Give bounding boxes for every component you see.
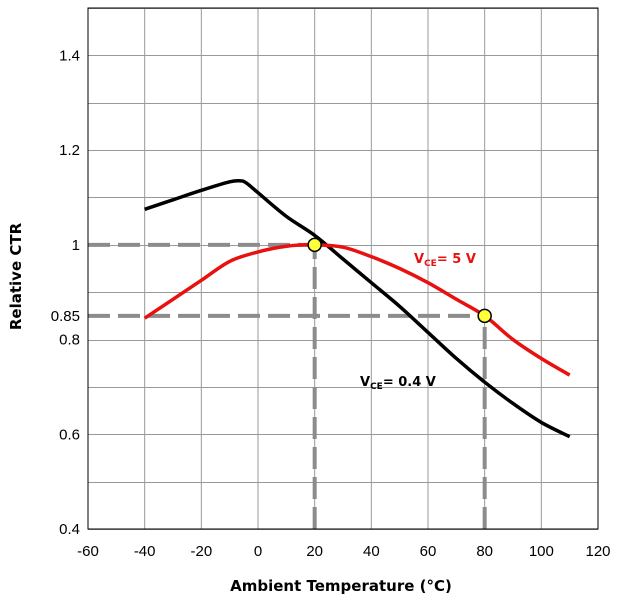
x-tick-label: 80 — [476, 543, 493, 560]
x-tick-label: 100 — [529, 543, 554, 560]
x-tick-label: -20 — [190, 543, 212, 560]
y-tick-label: 1.4 — [59, 47, 80, 64]
x-tick-label: 0 — [254, 543, 262, 560]
y-tick-label: 0.4 — [59, 521, 80, 538]
plot-frame — [87, 7, 599, 530]
markers — [307, 237, 492, 324]
x-tick-labels: -60 -40 -20 0 20 40 60 80 100 120 — [77, 543, 610, 560]
y-tick-labels: 0.4 0.6 0.8 0.85 1 1.2 1.4 — [51, 47, 80, 538]
y-tick-label: 1.2 — [59, 142, 80, 159]
x-tick-label: 60 — [420, 543, 437, 560]
x-tick-label: -60 — [77, 543, 99, 560]
x-tick-label: 120 — [585, 543, 610, 560]
x-tick-label: 20 — [306, 543, 323, 560]
x-tick-label: -40 — [134, 543, 156, 560]
y-tick-label: 0.85 — [51, 308, 80, 325]
y-axis-title: Relative CTR — [7, 222, 25, 330]
series-line-vce-5v — [143, 243, 571, 377]
y-tick-label: 0.6 — [59, 426, 80, 443]
series-line-vce-0-4v — [144, 178, 571, 439]
y-tick-label: 1 — [72, 237, 80, 254]
marker-point — [477, 308, 492, 324]
series-labels: VCE= 0.4 V VCE= 5 V — [360, 252, 476, 392]
reference-lines — [88, 242, 487, 529]
series-label-vce-5v: VCE= 5 V — [414, 252, 476, 269]
series-lines — [143, 178, 571, 439]
series-label-vce-0-4v: VCE= 0.4 V — [360, 375, 436, 392]
x-tick-label: 40 — [363, 543, 380, 560]
x-axis-title: Ambient Temperature (°C) — [230, 577, 452, 595]
y-tick-label: 0.8 — [59, 332, 80, 349]
marker-point — [307, 237, 322, 253]
grid-lines — [87, 8, 599, 530]
